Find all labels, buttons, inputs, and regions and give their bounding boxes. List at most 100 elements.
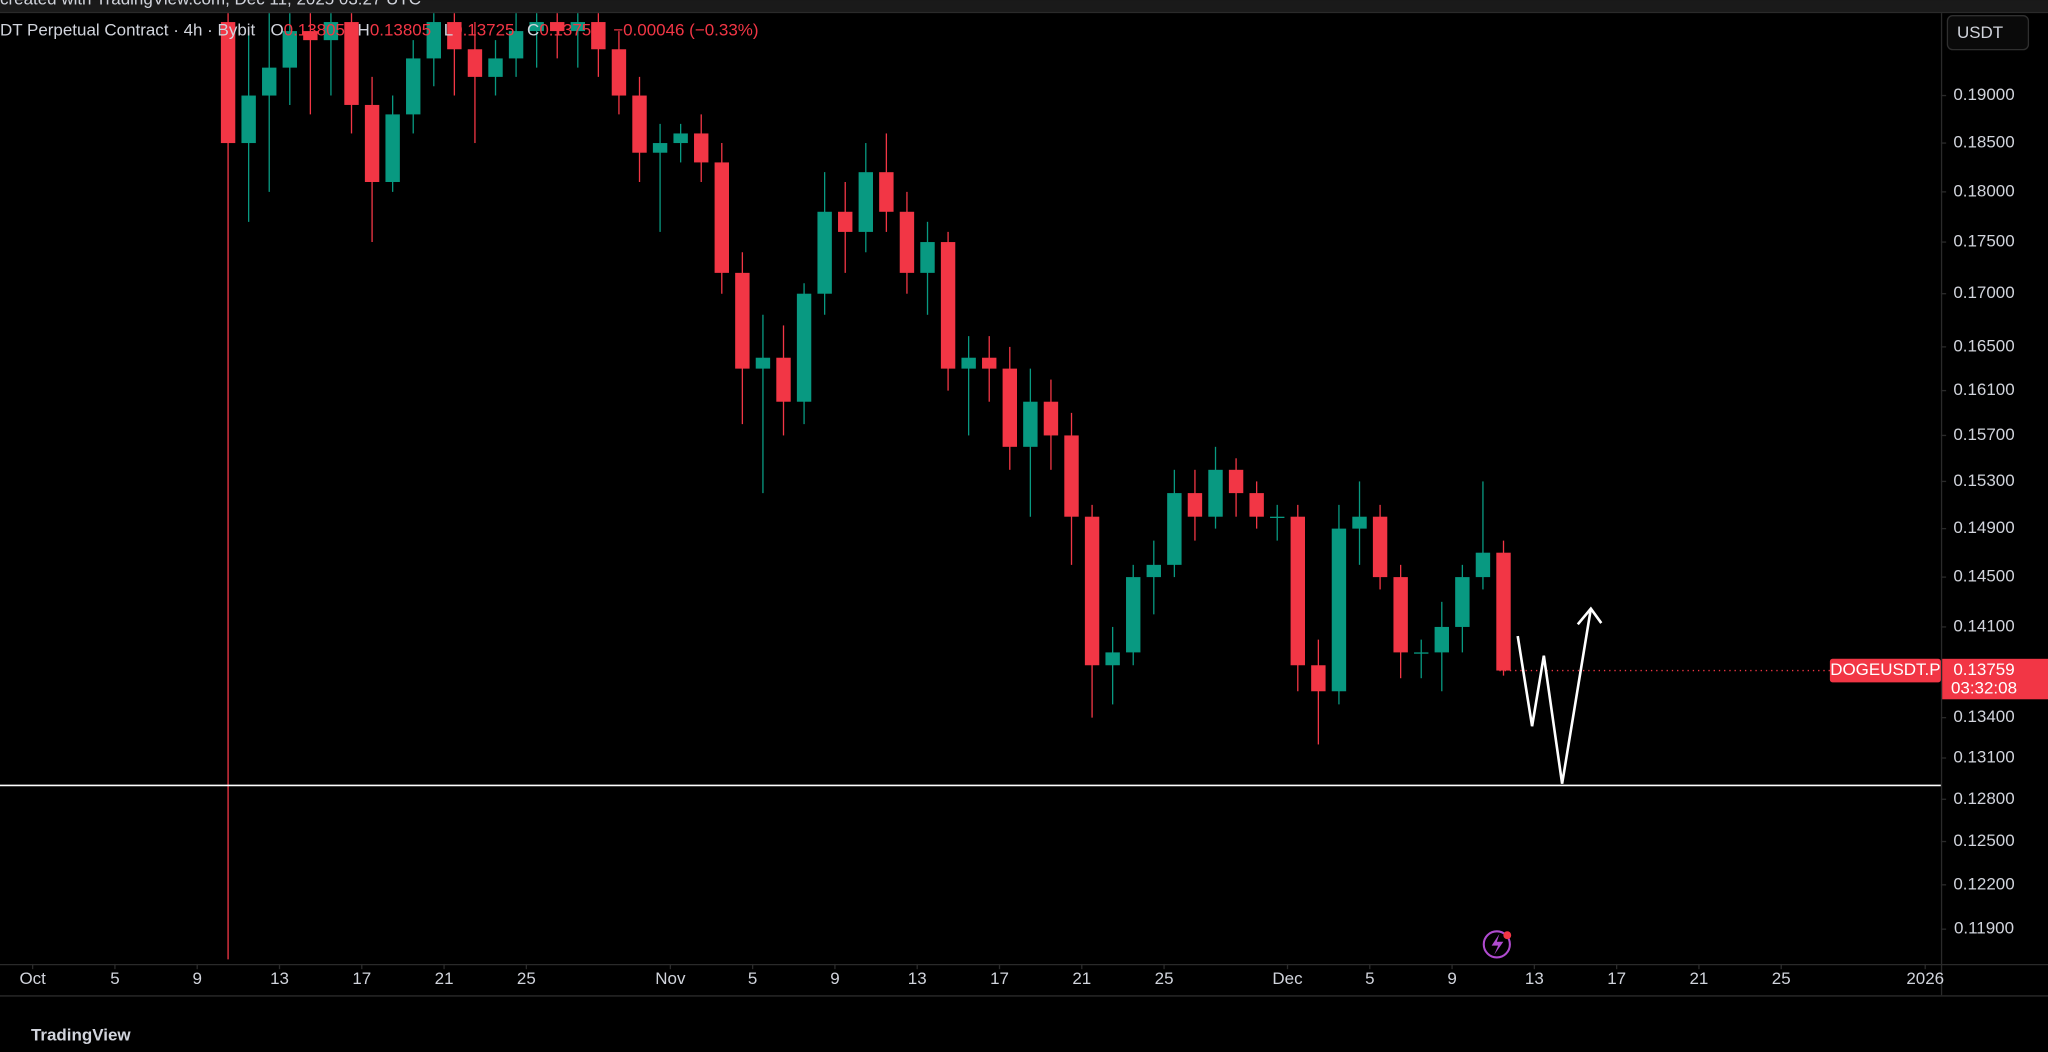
alert-icon[interactable] bbox=[1482, 930, 1512, 959]
candle-body bbox=[1311, 665, 1326, 692]
candle-body bbox=[838, 211, 853, 232]
x-tick-label: 9 bbox=[830, 969, 839, 988]
candle-body bbox=[1023, 401, 1038, 447]
candle-body bbox=[652, 143, 668, 153]
candle-body bbox=[262, 67, 277, 96]
candle-body bbox=[1002, 368, 1017, 447]
x-tick-label: 9 bbox=[193, 969, 202, 988]
candle-body bbox=[529, 22, 544, 32]
candle-body bbox=[1352, 516, 1367, 529]
ohlc-value: 0.13805 bbox=[284, 21, 345, 40]
last-price-label: 0.13759 bbox=[1953, 660, 2014, 679]
candle-body bbox=[776, 357, 791, 402]
price-change: −0.00046 (−0.33%) bbox=[613, 21, 758, 40]
candle-body bbox=[1208, 469, 1223, 517]
ohlc-label: L bbox=[444, 21, 453, 40]
x-tick-label: 5 bbox=[748, 969, 757, 988]
plot-area bbox=[0, 13, 1941, 960]
y-tick-label: 0.16500 bbox=[1953, 336, 2014, 355]
axes: 0.19000 0.18500 0.18000 0.17500 0.17000 0.165… bbox=[19, 85, 2048, 988]
candle-body bbox=[488, 58, 503, 77]
ohlc-value: 0.13759 bbox=[539, 21, 600, 40]
x-tick-label: 5 bbox=[110, 969, 119, 988]
chart-header: DT Perpetual Contract · 4h · Bybit O0.13… bbox=[0, 21, 759, 40]
candle-body bbox=[632, 95, 647, 153]
candle-body bbox=[714, 162, 729, 273]
ohlc-value: 0.13725 bbox=[453, 21, 514, 40]
x-tick-label: Oct bbox=[19, 969, 46, 988]
candle-body bbox=[467, 49, 483, 77]
x-tick-label: 21 bbox=[435, 969, 454, 988]
candle-body bbox=[220, 22, 236, 144]
candle-body bbox=[591, 22, 606, 50]
x-tick-label: 13 bbox=[908, 969, 927, 988]
candle-body bbox=[508, 31, 524, 59]
y-tick-label: 0.13100 bbox=[1953, 747, 2014, 766]
candle-body bbox=[858, 172, 873, 232]
candle-body bbox=[426, 22, 441, 59]
ohlc-label: O bbox=[270, 21, 283, 40]
x-tick-label: 2026 bbox=[1906, 969, 1944, 988]
x-tick-label: 17 bbox=[1607, 969, 1626, 988]
candle-body bbox=[344, 22, 359, 105]
x-tick-label: 17 bbox=[990, 969, 1009, 988]
x-tick-label: Dec bbox=[1272, 969, 1303, 988]
x-tick-label: Nov bbox=[655, 969, 686, 988]
drawn-arrow bbox=[1516, 606, 1603, 784]
y-tick-label: 0.12800 bbox=[1953, 789, 2014, 808]
candle-body bbox=[1043, 401, 1059, 436]
candle-body bbox=[899, 211, 915, 273]
y-tick-label: 0.14500 bbox=[1953, 567, 2014, 586]
y-tick-label: 0.18000 bbox=[1953, 181, 2014, 200]
candle-body bbox=[1455, 577, 1470, 627]
y-tick-label: 0.15300 bbox=[1953, 471, 2014, 490]
candle-body bbox=[303, 31, 318, 41]
x-tick-label: 25 bbox=[1155, 969, 1174, 988]
y-tick-label: 0.12500 bbox=[1953, 831, 2014, 850]
candle-body bbox=[1393, 577, 1408, 653]
y-tick-label: 0.19000 bbox=[1953, 85, 2014, 104]
x-tick-label: 13 bbox=[1525, 969, 1544, 988]
y-tick-label: 0.13400 bbox=[1953, 707, 2014, 726]
candle-body bbox=[1167, 493, 1182, 565]
symbol-title: DT Perpetual Contract · 4h · Bybit bbox=[0, 21, 256, 40]
ohlc-value: 0.13805 bbox=[370, 21, 431, 40]
x-tick-label: 17 bbox=[352, 969, 371, 988]
candle-body bbox=[879, 172, 894, 212]
y-tick-label: 0.14900 bbox=[1953, 518, 2014, 537]
y-tick-label: 0.16100 bbox=[1953, 380, 2014, 399]
y-tick-label: 0.18500 bbox=[1953, 133, 2014, 152]
y-tick-label: 0.12200 bbox=[1953, 874, 2014, 893]
candle-body bbox=[1105, 652, 1120, 666]
ohlc-label: H bbox=[358, 21, 370, 40]
candle-body bbox=[1249, 493, 1264, 517]
candle-body bbox=[673, 133, 688, 144]
candle-body bbox=[1372, 516, 1388, 578]
candle-body bbox=[920, 242, 935, 273]
y-tick-label: 0.17000 bbox=[1953, 283, 2014, 302]
y-tick-label: 0.17500 bbox=[1953, 232, 2014, 251]
y-tick-label: 0.11900 bbox=[1954, 919, 2014, 938]
currency-button[interactable] bbox=[1946, 15, 2030, 51]
candle-body bbox=[1434, 626, 1449, 653]
candle-body bbox=[1146, 564, 1161, 578]
symbol-tag-box bbox=[1829, 658, 1941, 683]
x-tick-label: 25 bbox=[517, 969, 536, 988]
currency-label[interactable]: USDT bbox=[1957, 23, 2003, 42]
candle-body bbox=[385, 114, 400, 182]
candle-body bbox=[755, 357, 771, 369]
candle-body bbox=[817, 211, 832, 294]
top-strip bbox=[0, 0, 2048, 12]
candle-body bbox=[982, 357, 997, 369]
candle-body bbox=[1475, 552, 1491, 578]
last-price-box bbox=[1942, 658, 2048, 700]
candle-body bbox=[570, 22, 585, 32]
x-tick-label: 25 bbox=[1772, 969, 1791, 988]
brand-logo[interactable]: TradingView bbox=[31, 1025, 131, 1044]
ohlc-label: C bbox=[527, 21, 539, 40]
symbol-tag: DOGEUSDT.P bbox=[1830, 660, 1940, 679]
candle-body bbox=[1187, 493, 1203, 517]
